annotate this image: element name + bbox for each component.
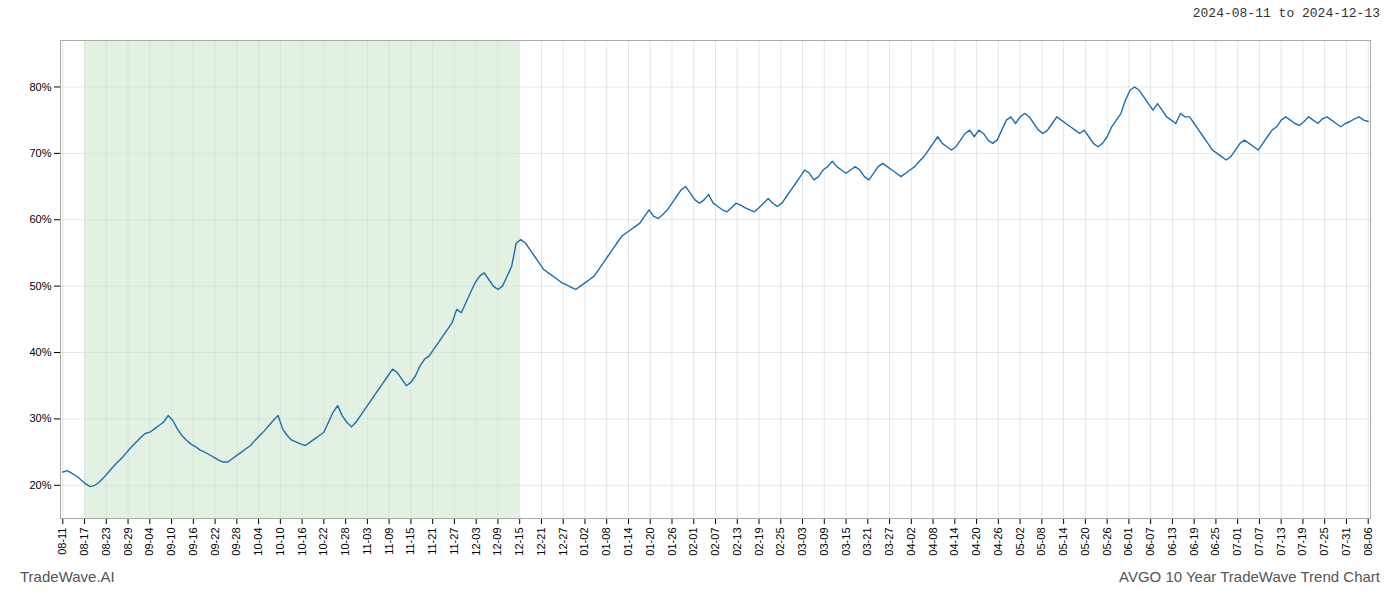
svg-text:03-15: 03-15 — [840, 528, 852, 556]
svg-text:09-04: 09-04 — [143, 528, 155, 556]
svg-text:11-15: 11-15 — [404, 528, 416, 555]
svg-text:06-19: 06-19 — [1188, 528, 1200, 556]
svg-text:03-21: 03-21 — [861, 528, 873, 556]
svg-text:02-13: 02-13 — [731, 528, 743, 556]
svg-text:03-03: 03-03 — [796, 528, 808, 556]
svg-text:08-23: 08-23 — [100, 528, 112, 556]
svg-text:08-29: 08-29 — [122, 528, 134, 556]
svg-text:70%: 70% — [29, 147, 51, 159]
svg-text:20%: 20% — [29, 479, 51, 491]
svg-text:03-27: 03-27 — [883, 528, 895, 556]
svg-text:10-28: 10-28 — [339, 528, 351, 556]
svg-text:11-03: 11-03 — [361, 528, 373, 555]
svg-text:12-03: 12-03 — [470, 528, 482, 556]
svg-text:05-14: 05-14 — [1057, 528, 1069, 556]
svg-text:01-26: 01-26 — [666, 528, 678, 556]
svg-text:40%: 40% — [29, 346, 51, 358]
svg-text:02-07: 02-07 — [709, 528, 721, 556]
svg-text:08-06: 08-06 — [1362, 528, 1374, 556]
svg-text:05-20: 05-20 — [1079, 528, 1091, 556]
svg-text:10-04: 10-04 — [252, 528, 264, 556]
svg-text:02-01: 02-01 — [687, 528, 699, 556]
svg-text:80%: 80% — [29, 80, 51, 92]
svg-text:01-02: 01-02 — [578, 528, 590, 556]
svg-text:07-31: 07-31 — [1340, 528, 1352, 556]
svg-text:02-19: 02-19 — [753, 528, 765, 556]
svg-text:06-13: 06-13 — [1166, 528, 1178, 556]
svg-text:11-09: 11-09 — [383, 528, 395, 555]
svg-text:05-02: 05-02 — [1014, 528, 1026, 556]
svg-text:01-20: 01-20 — [644, 528, 656, 556]
svg-text:01-08: 01-08 — [600, 528, 612, 556]
svg-text:07-01: 07-01 — [1231, 528, 1243, 556]
svg-text:01-14: 01-14 — [622, 528, 634, 556]
svg-text:07-25: 07-25 — [1318, 528, 1330, 556]
svg-text:08-17: 08-17 — [78, 528, 90, 556]
svg-text:09-22: 09-22 — [209, 528, 221, 556]
svg-text:04-08: 04-08 — [927, 528, 939, 556]
svg-text:12-27: 12-27 — [557, 528, 569, 556]
svg-text:10-16: 10-16 — [296, 528, 308, 556]
svg-text:05-26: 05-26 — [1101, 528, 1113, 556]
svg-text:60%: 60% — [29, 213, 51, 225]
svg-text:10-10: 10-10 — [274, 528, 286, 556]
svg-text:11-27: 11-27 — [448, 528, 460, 555]
svg-text:06-25: 06-25 — [1209, 528, 1221, 556]
svg-text:05-08: 05-08 — [1035, 528, 1047, 556]
svg-text:07-19: 07-19 — [1296, 528, 1308, 556]
svg-text:12-21: 12-21 — [535, 528, 547, 556]
svg-text:09-28: 09-28 — [230, 528, 242, 556]
html-text:TradeWave.AI: TradeWave.AI — [20, 568, 115, 585]
svg-text:04-26: 04-26 — [992, 528, 1004, 556]
html-text:AVGO 10 Year TradeWave Trend C: AVGO 10 Year TradeWave Trend Chart — [1119, 568, 1380, 585]
svg-text:03-09: 03-09 — [818, 528, 830, 556]
svg-text:07-13: 07-13 — [1275, 528, 1287, 556]
svg-text:12-15: 12-15 — [513, 528, 525, 556]
svg-text:12-09: 12-09 — [491, 528, 503, 556]
svg-text:07-07: 07-07 — [1253, 528, 1265, 556]
svg-text:09-10: 09-10 — [165, 528, 177, 556]
svg-text:30%: 30% — [29, 412, 51, 424]
svg-text:04-02: 04-02 — [905, 528, 917, 556]
svg-text:06-07: 06-07 — [1144, 528, 1156, 556]
svg-text:06-01: 06-01 — [1122, 528, 1134, 556]
svg-text:11-21: 11-21 — [426, 528, 438, 555]
svg-text:04-14: 04-14 — [948, 528, 960, 556]
svg-text:50%: 50% — [29, 280, 51, 292]
html-text:2024-08-11 to 2024-12-13: 2024-08-11 to 2024-12-13 — [1192, 6, 1380, 21]
svg-text:10-22: 10-22 — [317, 528, 329, 556]
svg-text:08-11: 08-11 — [56, 528, 68, 555]
svg-text:02-25: 02-25 — [774, 528, 786, 556]
svg-text:09-16: 09-16 — [187, 528, 199, 556]
svg-text:04-20: 04-20 — [970, 528, 982, 556]
